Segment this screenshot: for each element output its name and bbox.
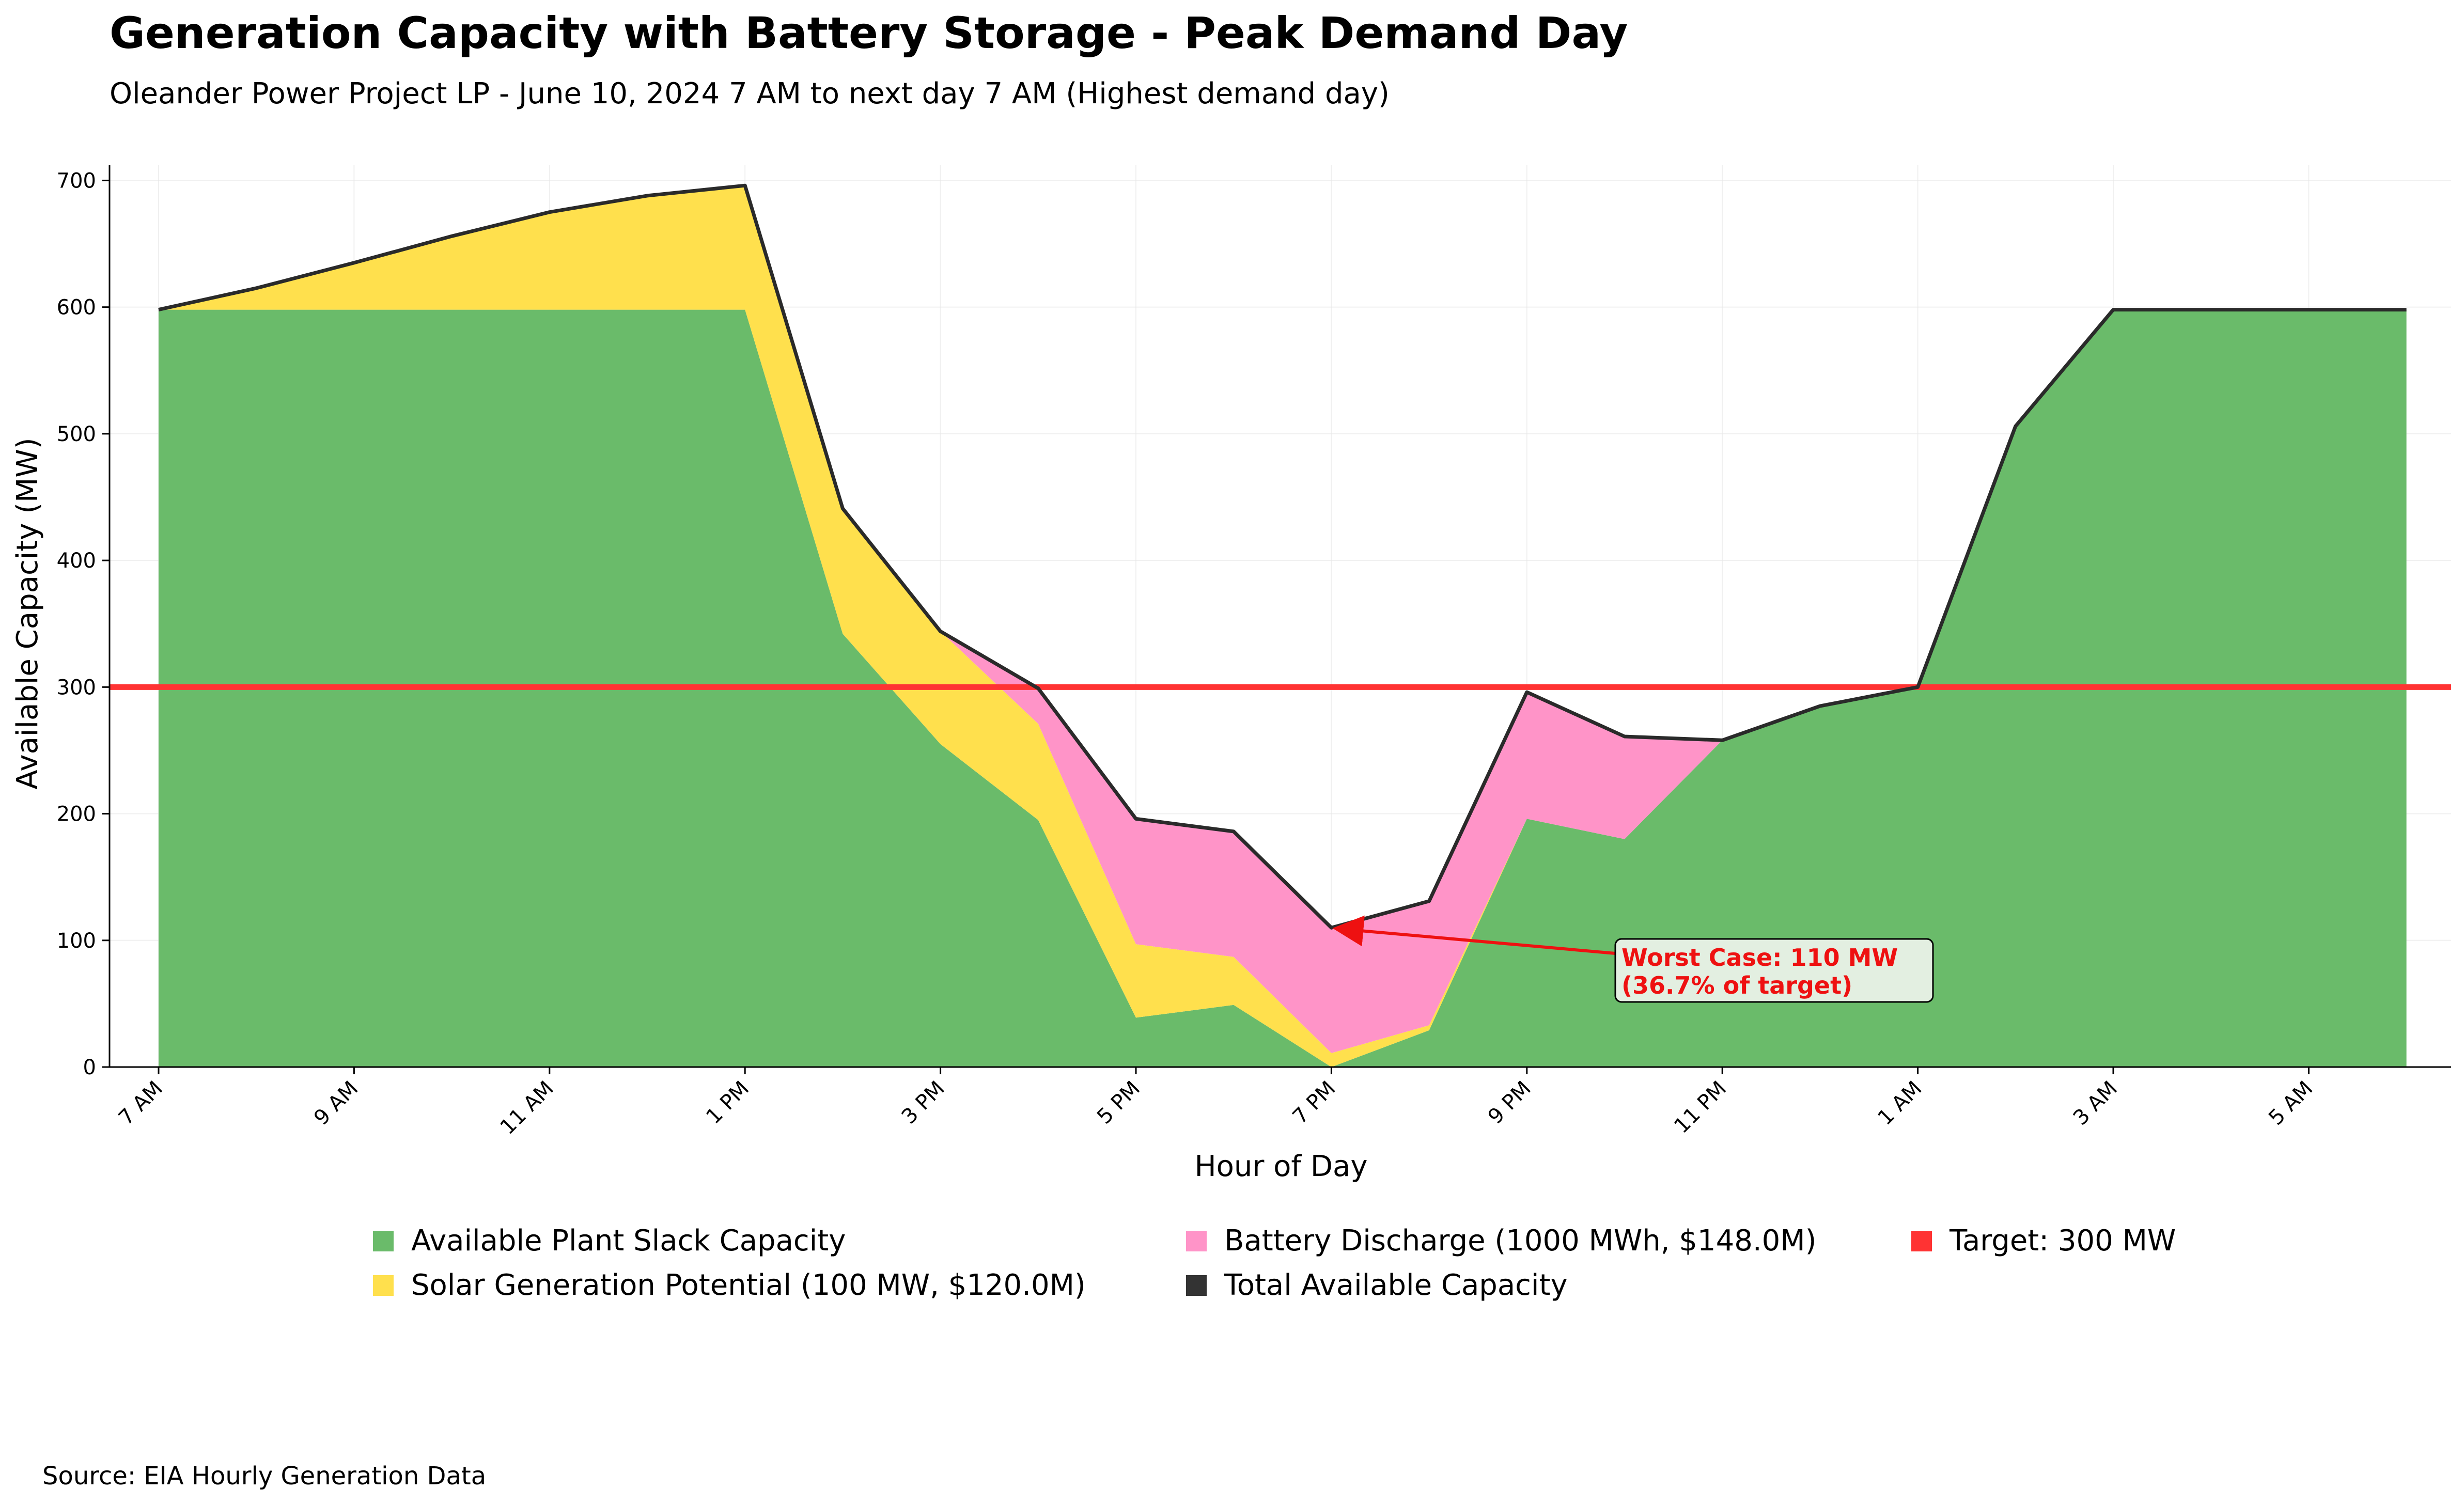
- annotation-box: [1614, 938, 1934, 1003]
- x-tick-label: 11 AM: [496, 1077, 558, 1139]
- legend-swatch-solar: [373, 1275, 394, 1296]
- legend-label-solar: Solar Generation Potential (100 MW, $120…: [411, 1268, 1086, 1302]
- legend-label-slack: Available Plant Slack Capacity: [411, 1224, 846, 1258]
- legend-item-target: Target: 300 MW: [1911, 1224, 2176, 1258]
- x-tick-label: 9 AM: [309, 1077, 363, 1130]
- legend-swatch-total: [1186, 1275, 1207, 1296]
- worst-case-annotation: Worst Case: 110 MW(36.7% of target): [1332, 915, 1934, 1003]
- y-tick-label: 0: [83, 1056, 96, 1079]
- x-tick-label: 11 PM: [1670, 1077, 1731, 1138]
- x-tick-label: 3 AM: [2069, 1077, 2122, 1130]
- x-axis-ticks: 7 AM 9 AM 11 AM 1 PM 3 PM 5 PM 7 PM 9 PM 11 PM 1 …: [114, 1067, 2317, 1139]
- legend-label-target: Target: 300 MW: [1950, 1224, 2176, 1258]
- y-tick-label: 100: [57, 929, 96, 953]
- legend-swatch-target: [1911, 1230, 1932, 1251]
- y-axis-label: Available Capacity (MW): [11, 437, 44, 789]
- legend-item-battery: Battery Discharge (1000 MWh, $148.0M): [1186, 1224, 1816, 1258]
- x-tick-label: 7 PM: [1288, 1077, 1340, 1129]
- area-plant-slack: [159, 309, 2407, 1067]
- legend-swatch-battery: [1186, 1230, 1207, 1251]
- legend-label-total: Total Available Capacity: [1224, 1268, 1568, 1302]
- total-layer: [158, 183, 2407, 930]
- x-tick-label: 1 AM: [1873, 1077, 1926, 1130]
- axes: [108, 165, 2451, 1068]
- y-axis-ticks: 0 100 200 300 400 500 600 700: [57, 169, 110, 1079]
- source-note: Source: EIA Hourly Generation Data: [42, 1462, 487, 1491]
- x-tick-label: 9 PM: [1484, 1077, 1536, 1129]
- legend-label-battery: Battery Discharge (1000 MWh, $148.0M): [1224, 1224, 1817, 1258]
- annotation-line2: (36.7% of target): [1621, 971, 1852, 999]
- legend-item-total: Total Available Capacity: [1186, 1268, 1568, 1302]
- chart-subtitle: Oleander Power Project LP - June 10, 202…: [110, 77, 1390, 111]
- annotation-arrow: [1332, 915, 1616, 955]
- legend: Available Plant Slack Capacity Solar Gen…: [0, 1219, 2464, 1343]
- x-tick-label: 3 PM: [897, 1077, 949, 1129]
- chart-area: 0 100 200 300 400 500 600 700 7 AM 9 AM 11 AM 1 PM…: [11, 165, 2451, 1183]
- area-solar: [159, 185, 2407, 1068]
- y-tick-label: 500: [57, 422, 96, 446]
- stacked-areas: [159, 185, 2407, 1068]
- y-tick-label: 600: [57, 296, 96, 320]
- legend-swatch-slack: [373, 1230, 394, 1251]
- total-capacity-line: [158, 183, 2407, 930]
- y-tick-label: 200: [57, 803, 96, 826]
- x-tick-label: 5 PM: [1093, 1077, 1145, 1129]
- y-tick-label: 400: [57, 549, 96, 573]
- x-axis-label: Hour of Day: [1194, 1150, 1367, 1183]
- y-tick-label: 700: [57, 169, 96, 193]
- chart-title: Generation Capacity with Battery Storage…: [110, 8, 1628, 58]
- x-tick-label: 1 PM: [701, 1077, 754, 1129]
- legend-item-slack: Available Plant Slack Capacity: [373, 1224, 846, 1258]
- x-tick-label: 5 AM: [2264, 1077, 2317, 1130]
- y-tick-label: 300: [57, 676, 96, 699]
- x-tick-label: 7 AM: [114, 1077, 167, 1130]
- annotation-line1: Worst Case: 110 MW: [1621, 944, 1898, 971]
- legend-item-solar: Solar Generation Potential (100 MW, $120…: [373, 1268, 1086, 1302]
